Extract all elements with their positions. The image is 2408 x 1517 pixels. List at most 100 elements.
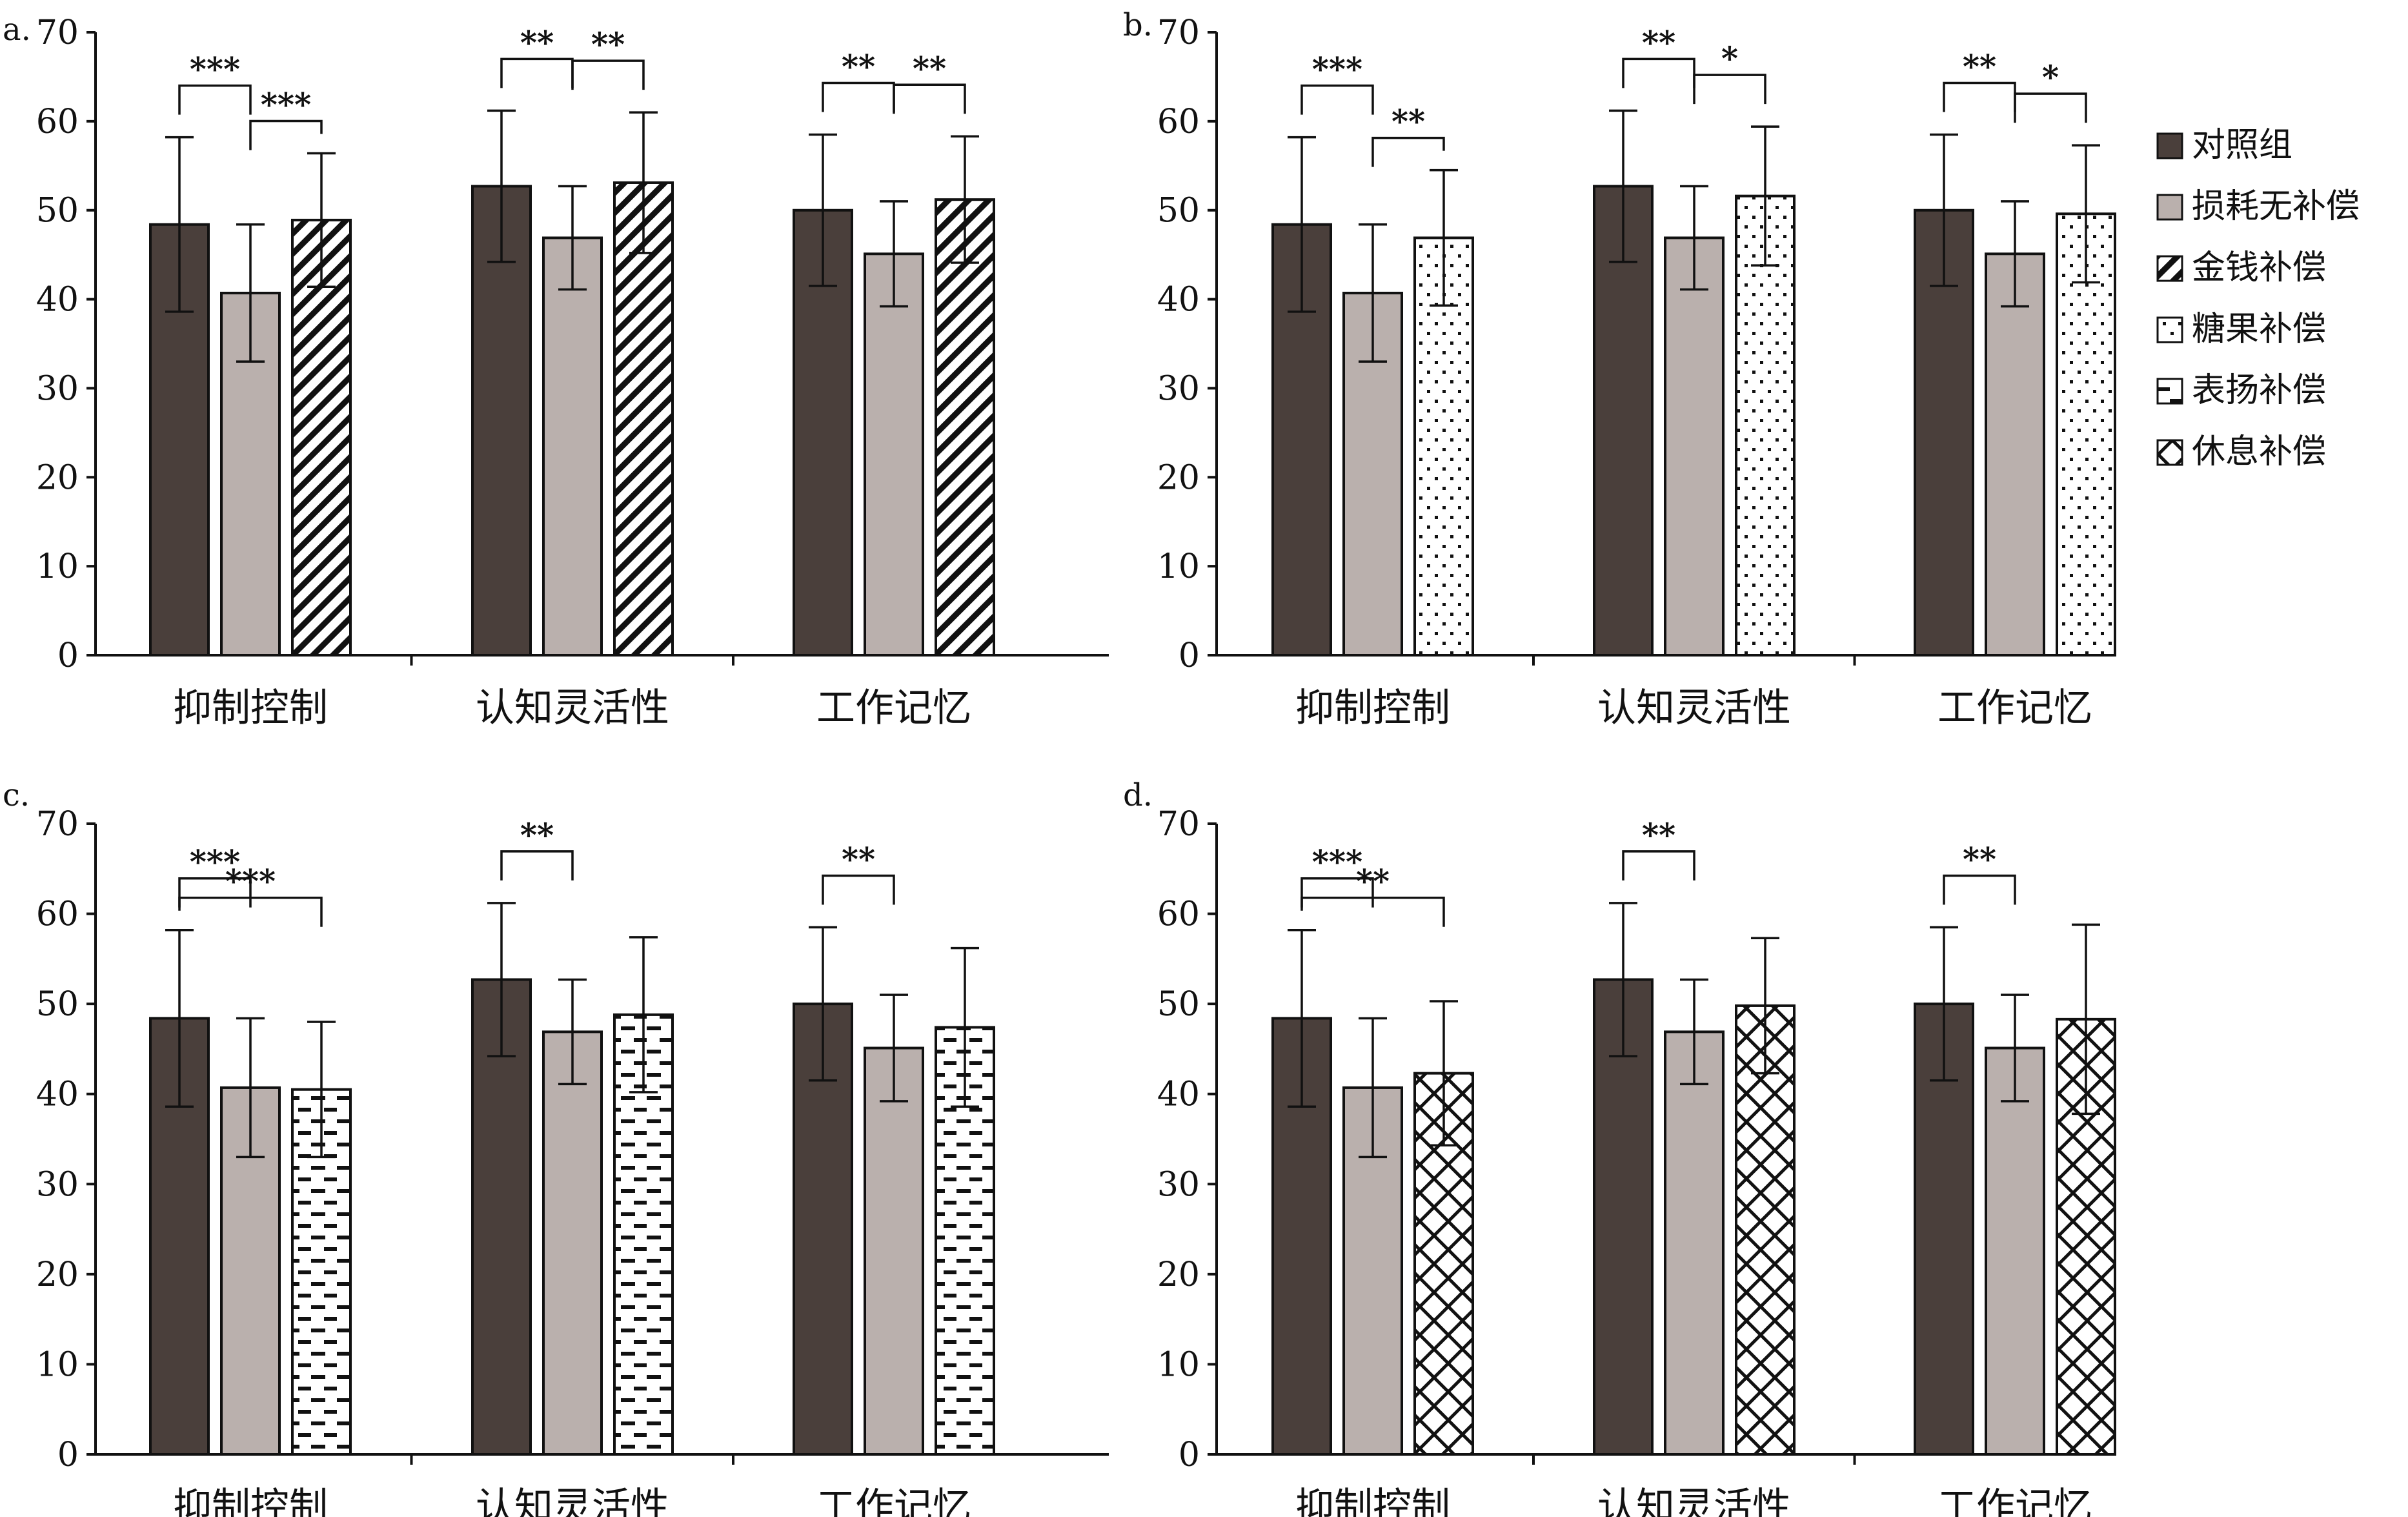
panel-d-ytick-label: 30 [1157,1165,1200,1204]
panel-d-ytick-label: 50 [1157,985,1200,1024]
panel-d-ytick-label: 0 [1179,1436,1200,1474]
panel-b-significance-label: * [1721,39,1738,77]
panel-b-bar [1664,236,1725,657]
panel-d-significance-bracket [1622,850,1695,881]
panel-c-ytick-label: 0 [57,1436,79,1474]
panel-d-category-label: 工作记忆 [1938,1485,2092,1517]
panel-d-bar [1664,1030,1725,1456]
panel-b-significance-bracket [1943,81,2016,112]
panel-a-label: a. [3,12,31,48]
panel-d-ytick-label: 10 [1157,1345,1200,1384]
panel-c-significance-bracket [822,874,895,905]
legend-item-depletion: 损耗无补偿 [2156,187,2360,226]
legend-label-control: 对照组 [2192,126,2292,165]
panel-c-significance-label: ** [520,816,554,854]
panel-d-bar [1593,978,1654,1456]
panel-c-bar [542,1030,603,1456]
panel-b-significance-bracket [1622,57,1695,88]
panel-a-significance-label: ** [520,23,554,61]
panel-d-significance-label: ** [1963,840,1996,879]
panel-a-ytick-label: 30 [36,369,79,408]
panel-d-ytick-label: 20 [1157,1256,1200,1294]
panel-c-bar [864,1046,924,1456]
panel-a-significance-label: *** [190,50,240,88]
panel-d-category-label: 抑制控制 [1295,1485,1450,1517]
panel-a-significance-bracket [571,59,645,90]
panel-d-ytick-label: 70 [1157,805,1200,844]
panel-a-significance-bracket [249,119,323,150]
panel-a-ytick-label: 0 [57,636,79,675]
panel-a-significance-bracket [893,83,966,114]
panel-a-bar [864,252,924,657]
panel-a-significance-label: *** [261,85,311,123]
legend-swatch-praise [2156,378,2183,405]
panel-b-bar [1342,291,1403,657]
panel-a-bar [613,181,674,657]
panel-a-bar [542,236,603,657]
panel-b-significance-bracket [2014,92,2087,123]
panel-a-significance-label: ** [591,25,625,63]
panel-a-ytick-label: 60 [36,103,79,141]
panel-a-ytick-label: 70 [36,14,79,52]
panel-b-bar [2056,212,2116,657]
legend-swatch-control [2156,132,2183,159]
panel-c-category-label: 认知灵活性 [476,1485,669,1517]
panel-b-ytick-label: 20 [1157,458,1200,497]
panel-a-significance-bracket [822,81,895,112]
panel-b-ytick-label: 0 [1179,636,1200,675]
legend-swatch-rest [2156,439,2183,466]
legend-label-money: 金钱补偿 [2192,249,2326,287]
panel-c-ytick-label: 40 [36,1075,79,1114]
panel-d-significance-label: *** [1312,843,1362,881]
panel-b-category-label: 工作记忆 [1938,686,2092,731]
panel-c-ytick-label: 10 [36,1345,79,1384]
panel-d-significance-label: ** [1356,862,1390,901]
panel-a-category-label: 认知灵活性 [476,686,669,731]
panel-b-ytick-label: 50 [1157,192,1200,230]
legend: 对照组 损耗无补偿 金钱补偿 糖果补偿 表扬补偿 休息补偿 [2156,126,2360,471]
panel-b-ytick-label: 70 [1157,14,1200,52]
panel-d-ytick-label: 60 [1157,895,1200,934]
panel-b-significance-label: ** [1963,48,1996,86]
panel-a-ytick-label: 10 [36,547,79,586]
panel-a-category-label: 工作记忆 [816,686,971,731]
panel-c-label: c. [3,777,30,813]
panel-b-bar [1985,252,2045,657]
panel-d-significance-bracket [1300,896,1445,927]
panel-d-significance-bracket [1943,874,2016,905]
panel-c-ytick-label: 50 [36,985,79,1024]
panel-a-bar [935,198,995,657]
legend-label-praise: 表扬补偿 [2192,371,2326,410]
legend-swatch-money [2156,255,2183,282]
panel-d-bar [1735,1004,1796,1456]
panel-b-significance-bracket [1300,84,1374,115]
panel-b-ytick-label: 60 [1157,103,1200,141]
legend-label-candy: 糖果补偿 [2192,310,2326,349]
legend-item-money: 金钱补偿 [2156,249,2326,287]
panel-d-category-label: 认知灵活性 [1597,1485,1791,1517]
legend-label-depletion: 损耗无补偿 [2192,187,2360,226]
panel-a-category-label: 抑制控制 [173,686,328,731]
panel-a-significance-label: ** [842,48,875,86]
panel-b-ytick-label: 10 [1157,547,1200,586]
panel-d-ytick-label: 40 [1157,1075,1200,1114]
panel-c-significance-label: ** [842,840,875,879]
legend-item-rest: 休息补偿 [2156,433,2326,471]
panel-b-significance-bracket [1693,74,1766,105]
legend-label-rest: 休息补偿 [2192,433,2326,471]
panel-a-significance-bracket [178,84,252,115]
panel-a-ytick-label: 20 [36,458,79,497]
legend-item-candy: 糖果补偿 [2156,310,2326,349]
panel-b-significance-label: ** [1391,103,1425,141]
panel-c-ytick-label: 20 [36,1256,79,1294]
panel-c-category-label: 工作记忆 [816,1485,971,1517]
panel-d-label: d. [1123,777,1153,813]
panel-c-significance-bracket [178,877,252,908]
panel-d-significance-label: ** [1642,816,1675,854]
panel-d-bar [1985,1046,2045,1456]
